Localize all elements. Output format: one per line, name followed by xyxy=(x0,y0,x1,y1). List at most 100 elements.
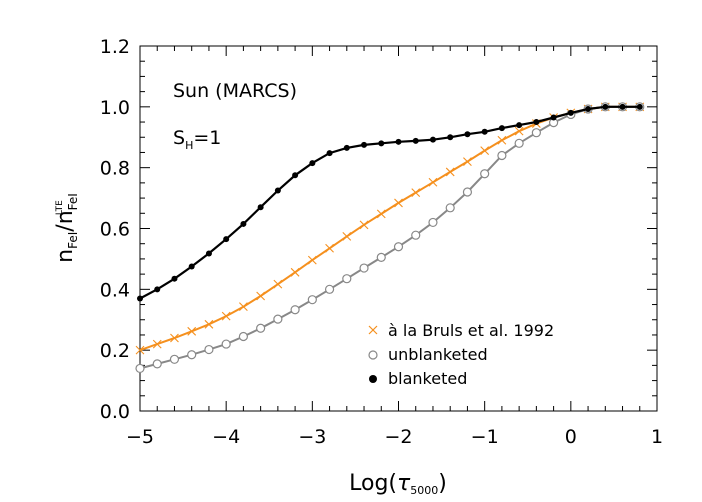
data-point-unblanketed xyxy=(445,203,455,213)
series-blanketed xyxy=(137,103,643,302)
data-point-blanketed xyxy=(223,236,230,243)
data-point-unblanketed xyxy=(324,284,335,294)
data-point-blanketed xyxy=(309,160,316,167)
data-point-stroke xyxy=(514,126,524,136)
data-point-blanketed xyxy=(343,144,350,151)
x-axis-label-sub: 5000 xyxy=(410,484,438,497)
tick-labels: −5 −4 −3 −2 −1 0 1 0.0 0.2 0.4 0.6 0.8 1.0 1.2 xyxy=(100,36,663,448)
data-point-blanketed xyxy=(464,131,471,138)
data-point-blanketed xyxy=(636,103,643,110)
data-point-stroke xyxy=(239,302,248,312)
data-point-blanketed xyxy=(585,105,592,112)
data-point-blanketed xyxy=(154,286,161,293)
legend-label-blanketed: blanketed xyxy=(388,369,467,388)
data-point-blanketed xyxy=(412,137,419,144)
data-point-blanketed xyxy=(567,109,574,116)
x-tick-label: −4 xyxy=(212,426,240,448)
data-point-unblanketed xyxy=(428,217,438,228)
data-point-blanketed xyxy=(481,128,488,135)
data-point-blanketed xyxy=(447,134,454,141)
data-point-unblanketed xyxy=(376,252,386,262)
data-point-unblanketed xyxy=(342,274,352,284)
legend-label-unblanketed: unblanketed xyxy=(388,345,488,364)
legend-marker-unblanketed xyxy=(368,350,378,360)
ticks xyxy=(139,45,658,412)
data-point-bruls xyxy=(290,267,300,277)
data-point-stroke xyxy=(221,311,231,321)
data-point-bruls xyxy=(256,291,266,301)
data-point-blanketed xyxy=(429,136,436,143)
data-point-stroke xyxy=(273,279,283,289)
data-point-stroke xyxy=(497,135,507,145)
x-axis-label: Log(τ5000) xyxy=(349,471,447,497)
data-point-bruls xyxy=(445,167,455,177)
data-point-unblanketed xyxy=(411,230,421,240)
data-point-unblanketed xyxy=(152,359,162,369)
x-axis-label-prefix: Log( xyxy=(349,471,397,496)
data-point-stroke xyxy=(394,198,403,208)
data-point-blanketed xyxy=(533,119,540,126)
data-point-bruls xyxy=(135,345,145,355)
data-point-unblanketed xyxy=(290,305,300,315)
data-point-unblanketed xyxy=(359,263,369,273)
data-point-bruls xyxy=(514,126,524,136)
data-point-blanketed xyxy=(361,141,368,148)
data-point-blanketed xyxy=(395,138,402,145)
data-point-stroke xyxy=(428,177,438,187)
data-point-bruls xyxy=(273,279,283,289)
y-tick-label: 0.4 xyxy=(100,279,130,301)
data-point-blanketed xyxy=(188,263,195,270)
data-point-unblanketed xyxy=(462,187,473,197)
data-point-unblanketed xyxy=(135,363,145,374)
x-axis-label-suffix: ) xyxy=(438,471,447,496)
data-point-unblanketed xyxy=(256,323,266,333)
data-point-blanketed xyxy=(274,187,281,194)
y-axis-label: nFeI/nFeILTE xyxy=(53,193,80,263)
data-point-unblanketed xyxy=(480,169,490,179)
series-layer xyxy=(135,102,645,374)
y-axis-label-n1: n xyxy=(53,249,78,263)
legend-marker-bruls xyxy=(368,325,378,335)
data-point-bruls xyxy=(342,232,352,241)
y-axis-label-sup: LTE xyxy=(55,200,65,215)
data-point-stroke xyxy=(256,291,266,301)
data-point-stroke xyxy=(411,188,421,197)
data-point-bruls xyxy=(411,188,421,197)
data-point-blanketed xyxy=(619,103,626,110)
data-point-stroke xyxy=(463,157,472,166)
data-point-unblanketed xyxy=(497,150,507,161)
data-point-stroke xyxy=(376,209,386,219)
data-point-blanketed xyxy=(257,204,264,211)
data-point-unblanketed xyxy=(204,344,214,355)
data-point-unblanketed xyxy=(273,314,283,324)
data-point-blanketed xyxy=(137,295,143,302)
y-tick-label: 0.0 xyxy=(100,401,130,423)
data-point-bruls xyxy=(307,255,317,265)
data-point-stroke xyxy=(152,339,162,349)
data-point-stroke xyxy=(445,167,455,177)
data-point-stroke xyxy=(325,243,334,253)
data-point-blanketed xyxy=(378,140,385,147)
y-tick-label: 1.0 xyxy=(100,97,130,119)
x-tick-label: −3 xyxy=(298,426,326,448)
data-point-bruls xyxy=(221,311,231,321)
data-point-blanketed xyxy=(602,103,609,110)
data-point-unblanketed xyxy=(307,295,317,305)
data-point-blanketed xyxy=(516,122,523,129)
x-axis-label-tau: τ xyxy=(397,471,411,496)
data-point-stroke xyxy=(307,255,317,265)
y-tick-label: 0.2 xyxy=(100,340,130,362)
data-point-stroke xyxy=(135,345,145,355)
data-point-stroke xyxy=(187,326,197,336)
legend-label-bruls: à la Bruls et al. 1992 xyxy=(388,321,554,340)
data-point-bruls xyxy=(480,146,490,156)
y-axis-label-slash: / xyxy=(53,224,78,232)
data-point-stroke xyxy=(480,146,490,156)
y-axis-label-n2: n xyxy=(53,210,78,224)
data-point-stroke xyxy=(204,319,214,329)
legend: à la Bruls et al. 1992 unblanketed blank… xyxy=(368,321,554,388)
data-point-blanketed xyxy=(240,220,247,227)
y-tick-label: 0.8 xyxy=(100,158,130,180)
data-point-unblanketed xyxy=(514,138,524,148)
